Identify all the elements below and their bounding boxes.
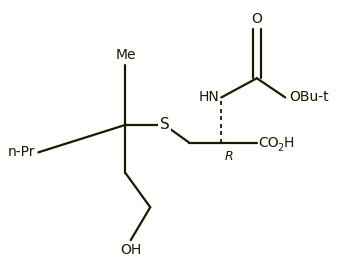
Text: OH: OH [120, 243, 141, 257]
Text: OBu-t: OBu-t [289, 90, 329, 104]
Text: 2: 2 [277, 143, 283, 153]
Text: n-Pr: n-Pr [7, 145, 35, 159]
Text: HN: HN [199, 90, 220, 104]
Text: S: S [160, 117, 169, 132]
Text: O: O [252, 12, 262, 26]
Text: CO: CO [258, 136, 279, 150]
Text: R: R [225, 150, 233, 162]
Text: Me: Me [115, 48, 136, 62]
Text: H: H [284, 136, 294, 150]
